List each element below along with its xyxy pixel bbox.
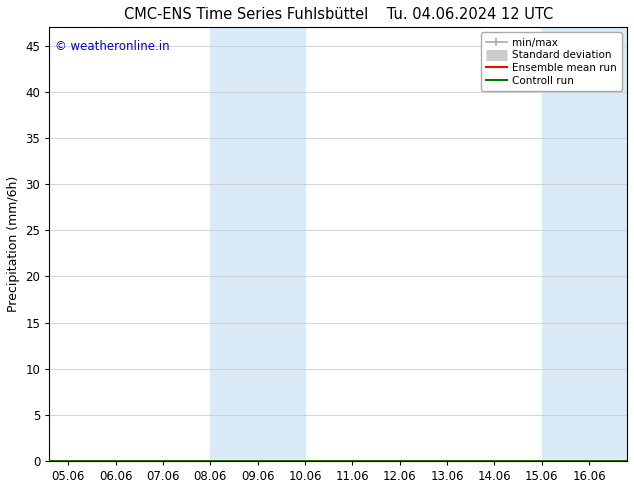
- Bar: [210, 27, 305, 461]
- Bar: [542, 27, 627, 461]
- Y-axis label: Precipitation (mm/6h): Precipitation (mm/6h): [7, 176, 20, 312]
- Legend: min/max, Standard deviation, Ensemble mean run, Controll run: min/max, Standard deviation, Ensemble me…: [481, 32, 622, 91]
- Title: CMC-ENS Time Series Fuhlsbüttel    Tu. 04.06.2024 12 UTC: CMC-ENS Time Series Fuhlsbüttel Tu. 04.0…: [124, 7, 553, 22]
- Text: © weatheronline.in: © weatheronline.in: [55, 40, 170, 53]
